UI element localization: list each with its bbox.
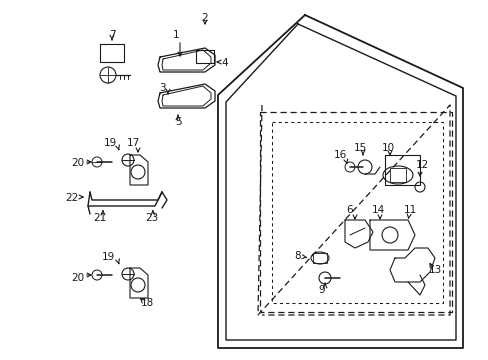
Text: 17: 17 [126,138,140,148]
Text: 23: 23 [145,213,158,223]
Text: 20: 20 [71,158,84,168]
Text: 8: 8 [294,251,301,261]
Bar [384,155,419,185]
Text: 6: 6 [346,205,353,215]
Text: 13: 13 [427,265,441,275]
Text: 4: 4 [221,58,228,68]
Text: 14: 14 [370,205,384,215]
Text: 18: 18 [140,298,153,308]
Bar [100,44,124,62]
Text: 10: 10 [381,143,394,153]
Text: 19: 19 [103,138,116,148]
Text: 19: 19 [101,252,114,262]
Text: 12: 12 [414,160,428,170]
Text: 20: 20 [71,273,84,283]
Bar [389,168,405,182]
Text: 16: 16 [333,150,346,160]
Bar [312,253,326,263]
Text: 11: 11 [403,205,416,215]
Text: 22: 22 [65,193,79,203]
Text: 3: 3 [159,83,165,93]
Text: 5: 5 [174,117,181,127]
Text: 2: 2 [201,13,208,23]
Bar [196,50,214,63]
Text: 15: 15 [353,143,366,153]
Text: 7: 7 [108,30,115,40]
Text: 21: 21 [93,213,106,223]
Text: 9: 9 [318,285,325,295]
Text: 1: 1 [172,30,179,40]
